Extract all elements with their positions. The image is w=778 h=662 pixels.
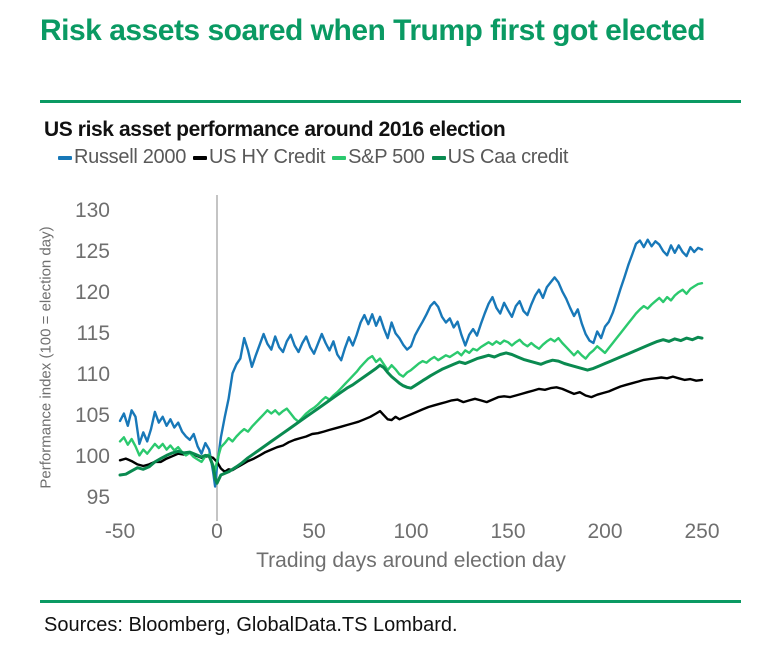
chart-heading: US risk asset performance around 2016 el…: [44, 118, 506, 141]
series-line-russell-2000: [118, 238, 704, 488]
legend-dash-icon: [58, 155, 72, 160]
y-tick-label: 130: [74, 199, 110, 222]
x-tick-label: 150: [490, 520, 526, 543]
chart-legend: Russell 2000 US HY Credit S&P 500 US Caa cr…: [58, 146, 568, 169]
y-tick-label: 100: [74, 445, 110, 468]
y-tick-label: 110: [76, 363, 110, 386]
legend-dash-icon: [431, 155, 446, 160]
series-line-s-p-500: [118, 281, 704, 473]
x-tick-label: 200: [587, 520, 623, 543]
sources-note: Sources: Bloomberg, GlobalData.TS Lombar…: [44, 614, 458, 636]
legend-item-s-p-500: S&P 500: [332, 146, 425, 169]
x-axis-title: Trading days around election day: [256, 549, 566, 572]
x-tick-label: -50: [104, 520, 136, 543]
legend-dash-icon: [332, 155, 347, 160]
y-tick-label: 125: [74, 240, 110, 263]
series-line-us-caa-credit: [118, 335, 704, 485]
x-tick-label: 0: [211, 520, 223, 543]
y-tick-label: 120: [74, 281, 110, 304]
legend-item-us-caa-credit: US Caa credit: [431, 146, 569, 169]
footer-rule: [40, 600, 741, 603]
legend-label: US HY Credit: [209, 146, 326, 168]
y-tick-label: 115: [76, 322, 110, 345]
x-tick-label: 250: [684, 520, 720, 543]
legend-item-us-hy-credit: US HY Credit: [193, 146, 325, 169]
legend-label: Russell 2000: [74, 146, 187, 168]
line-chart-plot-area: [118, 195, 704, 521]
legend-item-russell-2000: Russell 2000: [58, 146, 186, 169]
x-tick-label: 100: [393, 520, 429, 543]
series-line-us-hy-credit: [118, 375, 704, 473]
legend-label: S&P 500: [348, 146, 425, 168]
page-title: Risk assets soared when Trump first got …: [40, 14, 706, 47]
title-underline-rule: [40, 100, 741, 103]
y-tick-label: 105: [74, 404, 110, 427]
legend-label: US Caa credit: [447, 146, 569, 168]
y-tick-label: 95: [86, 486, 110, 509]
legend-dash-icon: [193, 155, 208, 160]
x-tick-label: 50: [302, 520, 326, 543]
y-axis-title: Performance index (100 = election day): [37, 226, 55, 489]
